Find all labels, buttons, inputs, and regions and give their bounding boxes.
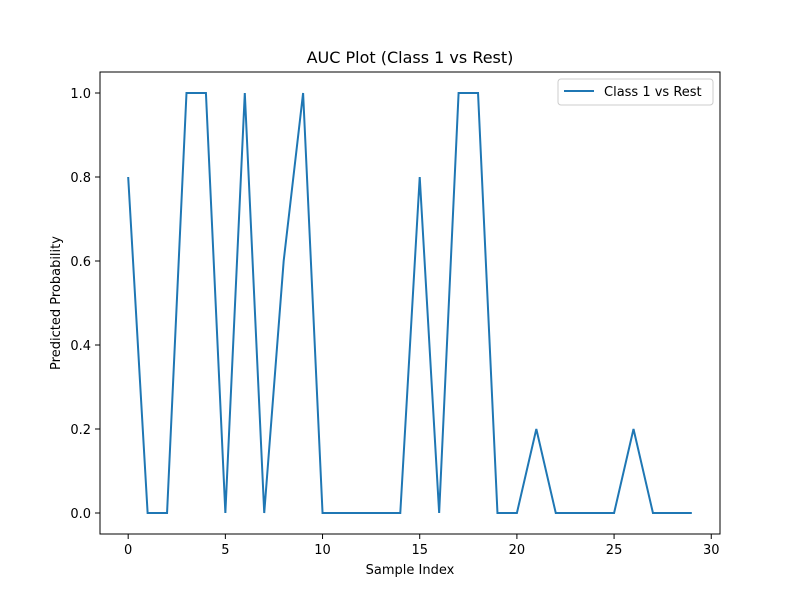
y-axis-label: Predicted Probability <box>49 236 64 370</box>
legend-box <box>557 78 714 106</box>
axis-ticks: 0 5 10 15 20 25 30 0.0 0.2 0.4 0.6 0.8 1.0 <box>70 87 719 558</box>
x-tick-label: 20 <box>509 543 526 558</box>
plot-area <box>127 92 692 514</box>
y-tick-label: 0.2 <box>70 423 91 438</box>
chart-title: AUC Plot (Class 1 vs Rest) <box>307 48 514 67</box>
x-tick-label: 5 <box>221 543 229 558</box>
series-line <box>127 92 692 514</box>
x-axis-label: Sample Index <box>366 563 455 578</box>
x-tick-label: 30 <box>703 543 720 558</box>
legend: Class 1 vs Rest <box>557 78 714 106</box>
axes-frame <box>99 71 721 535</box>
x-tick-label: 0 <box>124 543 132 558</box>
y-tick-label: 0.8 <box>70 171 91 186</box>
x-tick-label: 25 <box>606 543 623 558</box>
y-tick-label: 0.0 <box>70 507 91 522</box>
legend-label: Class 1 vs Rest <box>604 85 702 100</box>
x-tick-label: 15 <box>411 543 428 558</box>
y-tick-label: 1.0 <box>70 87 91 102</box>
y-tick-label: 0.4 <box>70 339 91 354</box>
x-tick-label: 10 <box>314 543 331 558</box>
y-tick-label: 0.6 <box>70 255 91 270</box>
